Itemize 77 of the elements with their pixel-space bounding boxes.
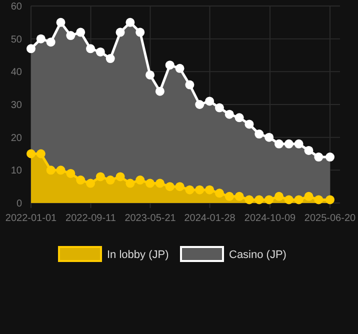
point: [224, 192, 234, 201]
point: [274, 139, 284, 148]
point: [234, 113, 244, 122]
y-tick-label: 50: [10, 34, 22, 46]
legend-label: Casino (JP): [229, 248, 286, 261]
point: [56, 18, 66, 27]
point: [36, 149, 46, 158]
point: [274, 192, 284, 201]
x-tick-label: 2023-05-21: [124, 213, 176, 224]
point: [155, 178, 164, 188]
y-tick-label: 10: [10, 166, 22, 177]
point: [304, 192, 314, 201]
point: [36, 34, 46, 44]
point: [326, 152, 334, 162]
y-tick-label: 0: [16, 198, 22, 210]
point: [224, 110, 234, 119]
point: [66, 31, 76, 40]
legend-label: In lobby (JP): [107, 248, 169, 261]
y-tick-label: 20: [10, 132, 22, 144]
point: [46, 166, 56, 175]
point: [126, 18, 135, 27]
point: [264, 195, 274, 204]
point: [195, 100, 204, 109]
point: [66, 168, 76, 178]
point: [146, 70, 155, 80]
point: [116, 172, 125, 182]
point: [56, 166, 66, 175]
point: [234, 192, 244, 201]
point: [195, 185, 204, 194]
point: [244, 120, 254, 129]
point: [46, 38, 56, 47]
point: [116, 28, 125, 37]
point: [264, 132, 274, 142]
point: [314, 195, 324, 204]
point: [294, 195, 304, 204]
point: [86, 178, 96, 188]
point: [175, 182, 184, 192]
point: [284, 139, 294, 148]
point: [185, 80, 194, 90]
point: [254, 130, 264, 139]
x-tick-label: 2024-01-28: [184, 213, 236, 224]
point: [126, 178, 135, 188]
point: [175, 64, 184, 73]
point: [106, 54, 115, 64]
point: [284, 195, 294, 204]
point: [205, 96, 214, 106]
point: [214, 103, 224, 112]
point: [205, 185, 214, 194]
point: [314, 152, 324, 162]
point: [304, 146, 314, 155]
x-tick-label: 2025-06-20: [304, 213, 356, 224]
point: [326, 195, 334, 204]
point: [106, 176, 115, 185]
point: [244, 195, 254, 204]
point: [185, 185, 194, 194]
x-tick-label: 2022-01-01: [5, 213, 58, 224]
point: [96, 172, 105, 182]
point: [86, 44, 96, 54]
point: [136, 28, 145, 37]
y-tick-label: 60: [10, 2, 22, 12]
x-tick-label: 2024-10-09: [244, 213, 296, 224]
point: [146, 178, 155, 188]
point: [155, 86, 164, 96]
y-tick-label: 30: [10, 100, 22, 111]
point: [294, 139, 304, 148]
point: [26, 44, 36, 54]
point: [26, 149, 36, 158]
point: [76, 176, 86, 185]
point: [254, 195, 264, 204]
point: [76, 28, 86, 37]
point: [136, 176, 145, 185]
y-tick-label: 40: [10, 67, 22, 78]
point: [165, 60, 174, 70]
point: [214, 188, 224, 198]
point: [165, 182, 174, 192]
point: [96, 47, 105, 56]
x-tick-label: 2022-09-11: [66, 213, 116, 224]
